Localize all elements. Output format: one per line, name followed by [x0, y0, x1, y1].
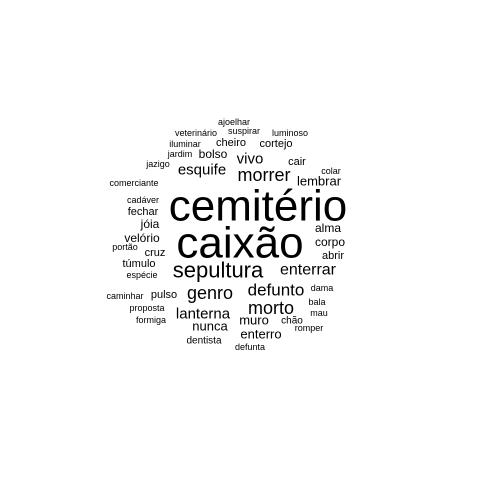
word-cruz: cruz — [145, 247, 166, 259]
word-proposta: proposta — [129, 303, 164, 313]
word-dentista: dentista — [186, 336, 221, 347]
word-sepultura: sepultura — [173, 258, 264, 283]
word-lembrar: lembrar — [297, 174, 342, 189]
word-morto: morto — [248, 298, 294, 318]
word-joia: jóia — [140, 217, 160, 231]
word-caixao: caixão — [176, 219, 303, 268]
word-enterro: enterro — [240, 327, 281, 342]
word-romper: romper — [295, 323, 324, 333]
word-fechar: fechar — [128, 206, 159, 218]
word-cortejo: cortejo — [259, 138, 292, 150]
word-cheiro: cheiro — [216, 137, 246, 149]
word-defunto: defunto — [248, 281, 305, 300]
word-genro: genro — [187, 283, 233, 303]
word-velorio: velório — [124, 231, 160, 245]
word-enterrar: enterrar — [280, 262, 337, 279]
word-bolso: bolso — [199, 147, 228, 161]
word-mau: mau — [310, 308, 328, 318]
word-dama: dama — [311, 283, 334, 293]
word-abrir: abrir — [322, 250, 344, 262]
word-nunca: nunca — [192, 319, 228, 334]
word-bala: bala — [308, 297, 325, 307]
word-defunta: defunta — [235, 342, 265, 352]
word-ajoelhar: ajoelhar — [218, 117, 250, 127]
word-comerciante: comerciante — [109, 178, 158, 188]
word-iluminar: iluminar — [169, 139, 201, 149]
word-caminhar: caminhar — [106, 291, 143, 301]
word-veterinario: veterinário — [175, 128, 217, 138]
word-formiga: formiga — [136, 315, 166, 325]
word-jardim: jardim — [167, 149, 193, 159]
word-luminoso: luminoso — [272, 128, 308, 138]
word-pulso: pulso — [151, 289, 177, 301]
word-suspirar: suspirar — [228, 126, 260, 136]
word-chao: chão — [281, 316, 303, 327]
word-cadaver: cadáver — [127, 195, 159, 205]
word-cair: cair — [288, 156, 306, 168]
word-morrer: morrer — [238, 165, 291, 185]
word-vivo: vivo — [237, 151, 264, 168]
word-cemiterio: cemitério — [169, 182, 348, 231]
word-corpo: corpo — [315, 235, 345, 249]
word-tumulo: túmulo — [122, 258, 155, 270]
word-lanterna: lanterna — [176, 306, 231, 323]
word-colar: colar — [321, 166, 341, 176]
word-portao: portão — [112, 242, 138, 252]
word-muro: muro — [239, 313, 269, 328]
word-jazigo: jazigo — [145, 159, 170, 169]
word-alma: alma — [315, 221, 341, 235]
word-esquife: esquife — [178, 162, 226, 179]
word-especie: espécie — [126, 270, 157, 280]
